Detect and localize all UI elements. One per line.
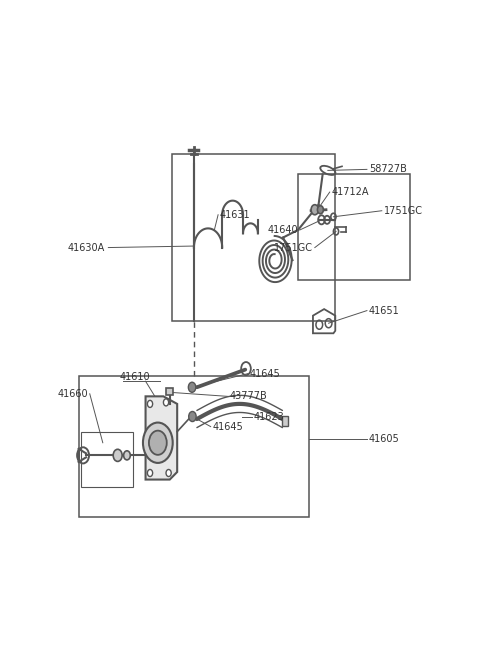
Circle shape: [163, 399, 168, 406]
Text: 41605: 41605: [369, 434, 399, 444]
Text: 41640: 41640: [267, 225, 298, 235]
Text: 41660: 41660: [57, 389, 88, 399]
Text: 41631: 41631: [220, 210, 251, 220]
Bar: [172, 154, 335, 321]
Bar: [282, 415, 288, 426]
Circle shape: [143, 422, 173, 463]
Bar: [79, 376, 309, 517]
Text: 41645: 41645: [213, 422, 243, 432]
Text: 41712A: 41712A: [332, 187, 369, 197]
Text: 41623: 41623: [253, 411, 284, 422]
Polygon shape: [145, 396, 177, 479]
Circle shape: [147, 400, 153, 407]
Circle shape: [124, 451, 130, 460]
Circle shape: [188, 383, 196, 392]
Circle shape: [147, 470, 153, 477]
Text: 41651: 41651: [369, 306, 399, 316]
Bar: [166, 388, 173, 395]
Circle shape: [311, 204, 319, 215]
Text: 1751GC: 1751GC: [274, 242, 313, 253]
Bar: [81, 432, 132, 487]
Text: 41610: 41610: [119, 372, 150, 382]
Text: 1751GC: 1751GC: [384, 206, 422, 215]
Circle shape: [113, 449, 122, 461]
Circle shape: [166, 470, 171, 477]
Bar: [298, 174, 410, 280]
Circle shape: [317, 206, 324, 214]
Circle shape: [189, 411, 196, 422]
Text: 43777B: 43777B: [229, 391, 267, 402]
Text: 41645: 41645: [250, 369, 280, 379]
Text: 58727B: 58727B: [369, 164, 407, 174]
Text: 41630A: 41630A: [67, 242, 105, 253]
Circle shape: [149, 430, 167, 455]
